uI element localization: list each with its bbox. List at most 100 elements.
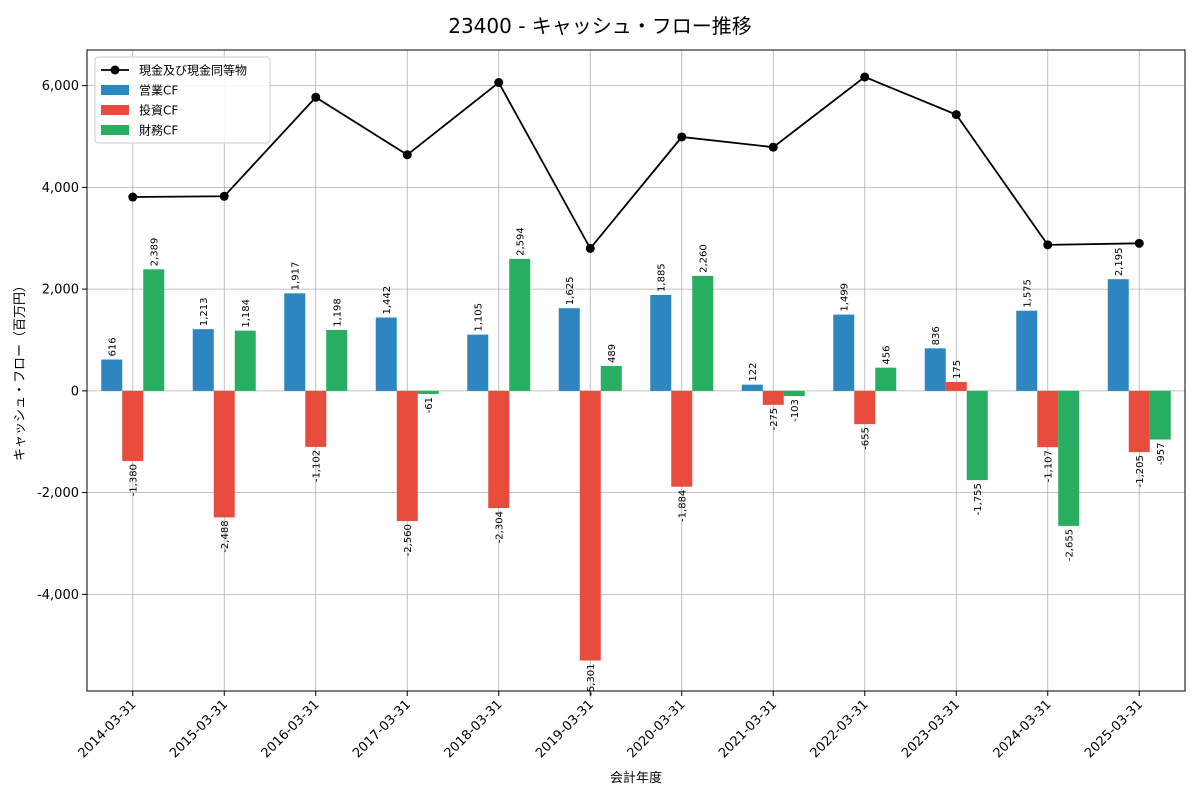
bar-value-label: -2,304 — [494, 511, 505, 543]
bar — [783, 390, 805, 397]
bar — [192, 329, 214, 391]
bar — [467, 334, 489, 391]
bar — [1037, 390, 1059, 448]
cash-point — [128, 192, 138, 202]
bar-value-label: 489 — [607, 344, 618, 363]
bar-value-label: -1,380 — [128, 464, 139, 496]
bar — [213, 390, 235, 518]
cash-point — [860, 72, 870, 82]
bar — [945, 381, 967, 391]
x-tick-label: 2025-03-31 — [1082, 697, 1146, 761]
bar-value-label: -1,107 — [1043, 450, 1054, 482]
bar-value-label: -1,205 — [1135, 455, 1146, 487]
bar-value-label: -2,488 — [220, 520, 231, 552]
bar — [101, 359, 123, 391]
cash-point — [1134, 238, 1144, 248]
bar — [305, 390, 327, 447]
bar-value-label: -2,560 — [403, 524, 414, 556]
bar-value-label: 2,260 — [698, 244, 709, 273]
y-tick-label: -2,000 — [37, 486, 79, 501]
bar-value-label: -957 — [1156, 443, 1167, 466]
bar — [375, 317, 397, 391]
bar — [1128, 390, 1150, 453]
bar-value-label: 2,389 — [149, 238, 160, 267]
bar — [326, 329, 348, 391]
cash-point — [311, 92, 321, 102]
x-tick-label: 2021-03-31 — [716, 697, 780, 761]
cash-point — [951, 110, 961, 120]
bar-value-label: -1,755 — [973, 483, 984, 515]
bar — [692, 275, 714, 391]
x-tick-label: 2023-03-31 — [899, 697, 963, 761]
bar — [854, 390, 876, 425]
bars-layer — [101, 258, 1171, 661]
x-tick-label: 2017-03-31 — [350, 697, 414, 761]
bar — [143, 269, 165, 391]
legend-bar-swatch — [101, 85, 129, 95]
bar-value-label: 1,198 — [332, 298, 343, 327]
legend-label: 財務CF — [139, 123, 178, 138]
bar-value-label: 1,499 — [839, 283, 850, 312]
bar-value-label: 1,917 — [290, 262, 301, 291]
bar — [396, 390, 418, 522]
bar-value-label: 1,885 — [656, 263, 667, 292]
cash-point — [585, 243, 595, 253]
bar-value-label: 175 — [952, 360, 963, 379]
bar-value-label: -61 — [424, 397, 435, 413]
plot-border — [86, 49, 1186, 692]
bar-value-label: -103 — [790, 399, 801, 422]
legend-bar-swatch — [101, 105, 129, 115]
cash-point — [677, 132, 687, 142]
x-tick-label: 2014-03-31 — [76, 697, 140, 761]
bar-value-label: 1,213 — [199, 297, 210, 326]
legend-label: 投資CF — [139, 103, 178, 118]
y-tick-label: -4,000 — [37, 588, 79, 603]
bar — [122, 390, 144, 462]
legend-marker — [110, 65, 120, 75]
bar — [509, 258, 531, 391]
line-layer — [128, 72, 1144, 253]
bar-value-label: -1,102 — [311, 450, 322, 482]
bar-value-label: 2,594 — [515, 227, 526, 256]
bar-value-label: 1,442 — [382, 286, 393, 315]
x-tick-label: 2020-03-31 — [625, 697, 689, 761]
bar — [875, 367, 897, 391]
chart-title: 23400 - キャッシュ・フロー推移 — [448, 14, 752, 38]
y-tick-label: 4,000 — [42, 181, 79, 196]
cash-point — [1043, 240, 1053, 250]
legend-box — [94, 56, 271, 144]
y-tick-label: 0 — [71, 384, 79, 399]
bar — [417, 390, 439, 394]
plot-area — [87, 50, 1185, 691]
bar-value-label: 122 — [748, 363, 759, 382]
bar — [741, 384, 763, 391]
cash-point — [494, 78, 504, 88]
bar-value-label: -275 — [769, 408, 780, 431]
legend-label: 現金及び現金同等物 — [139, 63, 247, 78]
x-tick-label: 2015-03-31 — [167, 697, 231, 761]
x-tick-label: 2018-03-31 — [442, 697, 506, 761]
x-tick-label: 2016-03-31 — [259, 697, 323, 761]
bar — [1149, 390, 1171, 440]
bar — [488, 390, 510, 509]
bar-value-label: -655 — [860, 427, 871, 450]
bar-value-label: -2,655 — [1064, 529, 1075, 561]
grid-lines — [87, 50, 1185, 691]
bar-value-label: 456 — [881, 346, 892, 365]
bar-value-label: -5,301 — [586, 664, 597, 696]
bar — [650, 294, 672, 391]
x-tick-label: 2022-03-31 — [808, 697, 872, 761]
cash-point — [402, 150, 412, 160]
cash-point — [219, 191, 229, 201]
bar-value-label: 1,625 — [565, 277, 576, 306]
bar-value-label: 836 — [931, 326, 942, 345]
y-axis-label: キャッシュ・フロー（百万円） — [13, 279, 28, 461]
bar — [1016, 310, 1038, 391]
bar — [924, 348, 946, 391]
bar-value-label: 1,105 — [473, 303, 484, 332]
x-axis-label: 会計年度 — [610, 770, 662, 786]
x-tick-label: 2024-03-31 — [991, 697, 1055, 761]
cash-line — [132, 75, 1140, 251]
